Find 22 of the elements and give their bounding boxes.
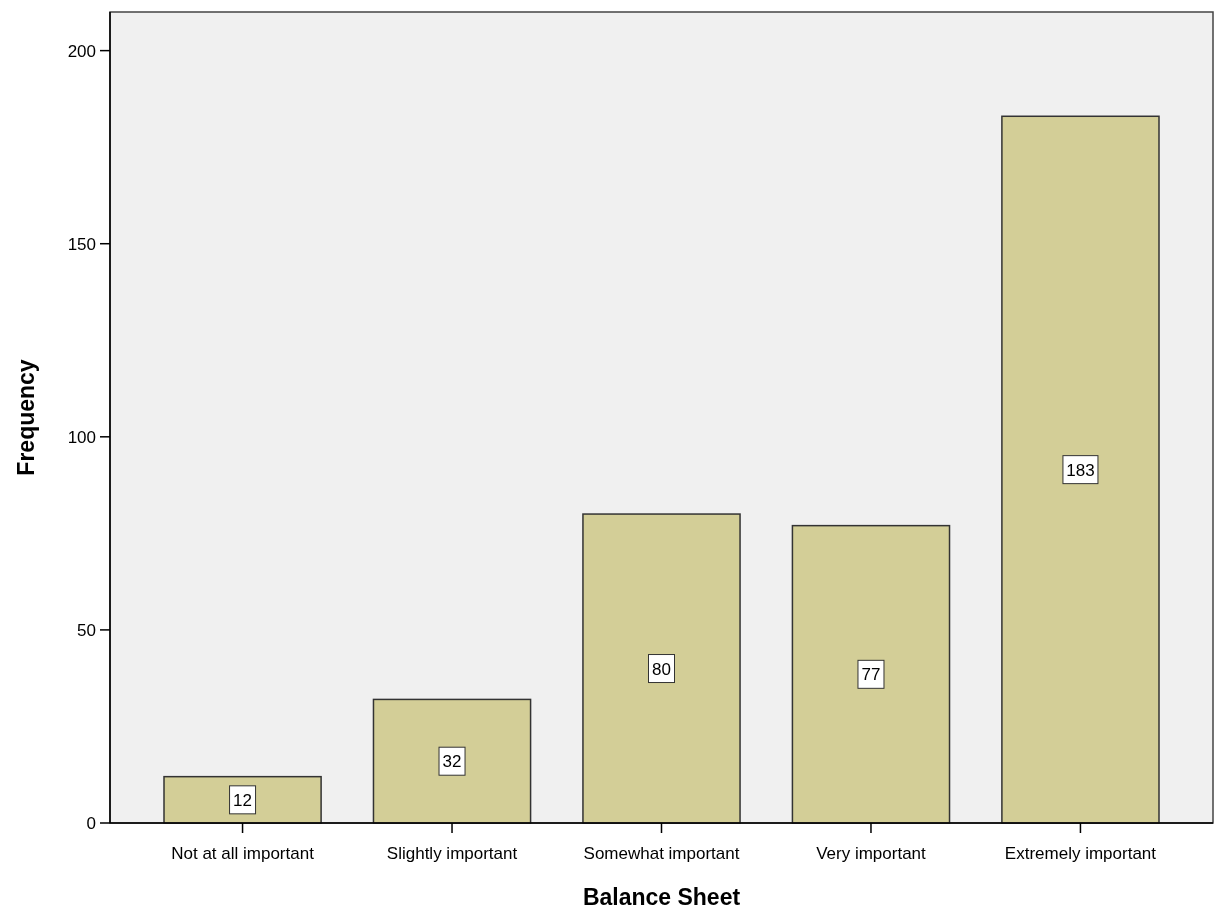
y-tick-label: 200	[67, 41, 96, 61]
y-tick-label: 0	[86, 814, 96, 833]
data-label: 183	[1066, 460, 1095, 480]
bar	[163, 775, 322, 824]
x-axis-title: Balance Sheet	[582, 884, 741, 910]
x-tick-label: Extremely important	[1004, 844, 1157, 863]
y-axis-title: Frequency	[13, 359, 39, 476]
x-tick-label: Somewhat important	[583, 844, 740, 863]
bar	[372, 698, 532, 824]
data-label: 77	[861, 665, 881, 685]
data-label: 80	[652, 659, 671, 679]
y-tick-label: 50	[77, 620, 96, 640]
data-label: 32	[442, 752, 462, 772]
y-tick-label: 100	[67, 427, 96, 447]
bar	[791, 524, 951, 824]
x-tick-label: Not at all important	[171, 844, 315, 863]
x-tick-label: Slightly important	[386, 844, 518, 863]
bar	[1001, 115, 1160, 824]
bar	[582, 513, 741, 824]
data-label: 12	[233, 790, 253, 810]
y-tick-label: 150	[67, 234, 96, 254]
x-tick-label: Very important	[816, 844, 927, 863]
